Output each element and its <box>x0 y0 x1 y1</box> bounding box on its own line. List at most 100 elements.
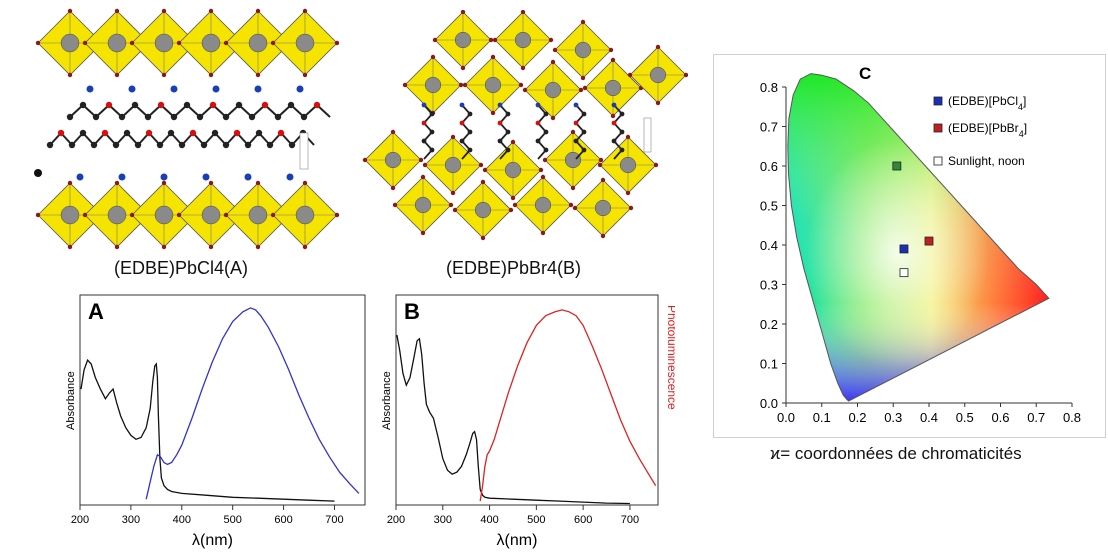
halide-atom <box>610 113 616 119</box>
legend-marker <box>933 156 943 166</box>
caption-structure-b-text: (EDBE)PbBr4(B) <box>446 258 582 278</box>
x-tick-label: 0.8 <box>1063 410 1081 425</box>
chain-atom <box>581 147 587 153</box>
halide-atom <box>490 54 496 60</box>
halide-atom <box>270 212 276 218</box>
halide-atom <box>683 72 689 78</box>
oxygen-atom <box>287 101 295 109</box>
legend-marker <box>933 123 943 133</box>
halide-atom <box>67 72 73 78</box>
lead-atom <box>424 76 442 94</box>
carbon-atom <box>266 141 274 149</box>
halide-atom <box>653 162 659 168</box>
x-tick-label: 300 <box>122 514 140 526</box>
halide-atom <box>334 212 340 218</box>
lead-atom <box>484 76 502 94</box>
halide-atom <box>161 180 167 186</box>
spectral-locus <box>787 73 1050 402</box>
halide-atom <box>35 212 41 218</box>
nitrogen-atom <box>160 173 168 181</box>
halide-atom <box>460 9 466 15</box>
carbon-atom <box>92 113 100 121</box>
halide-atom <box>161 8 167 14</box>
octahedron-top <box>552 19 614 81</box>
halide-atom <box>540 230 546 236</box>
oxygen-atom <box>277 129 285 137</box>
halide-atom <box>362 157 368 163</box>
x-tick-label: 0.1 <box>813 410 831 425</box>
oxygen-atom <box>261 101 269 109</box>
halide-atom <box>550 59 556 65</box>
halide-atom <box>655 100 661 106</box>
octahedron-bottom <box>82 180 152 250</box>
legend-label: (EDBE)[PbBr4] <box>948 121 1027 139</box>
halide-atom <box>600 177 606 183</box>
halide-atom <box>520 9 526 15</box>
halide-atom <box>542 157 548 163</box>
pl-line <box>145 307 360 500</box>
panel-label: A <box>88 299 104 324</box>
halide-atom <box>572 205 578 211</box>
halide-atom <box>255 180 261 186</box>
x-axis-label: λ(nm) <box>497 532 538 549</box>
halide-atom <box>580 75 586 81</box>
x-tick-label: 200 <box>71 514 89 526</box>
halide-atom <box>35 40 41 46</box>
chain-atom <box>497 102 503 108</box>
halide-atom <box>458 82 464 88</box>
halide-atom <box>255 244 261 250</box>
lead-atom <box>295 33 315 53</box>
halide-atom <box>255 8 261 14</box>
halide-atom <box>67 8 73 14</box>
halide-atom <box>129 212 135 218</box>
x-tick-label: 0.7 <box>1027 410 1045 425</box>
pl-line <box>479 309 657 502</box>
data-point <box>899 268 909 278</box>
x-tick-label: 400 <box>480 514 498 526</box>
x-axis-label: λ(nm) <box>192 532 233 549</box>
oxygen-atom <box>79 129 87 137</box>
oxygen-atom <box>255 129 263 137</box>
halide-atom <box>334 40 340 46</box>
lead-atom <box>504 161 522 179</box>
oxygen-atom <box>157 101 165 109</box>
halide-atom <box>67 180 73 186</box>
x-tick-label: 600 <box>274 514 292 526</box>
chain-atom <box>459 120 465 126</box>
chain-atom <box>573 120 579 126</box>
structure-b-drawing <box>362 9 689 241</box>
nitrogen-atom <box>118 173 126 181</box>
halide-atom <box>450 190 456 196</box>
chain-atom <box>535 120 541 126</box>
halide-atom <box>420 174 426 180</box>
halide-atom <box>302 180 308 186</box>
y-tick-label: 0.7 <box>760 120 778 135</box>
y-tick-label: 0.6 <box>760 159 778 174</box>
lead-atom <box>295 205 315 225</box>
chain-atom <box>573 138 579 144</box>
halide-atom <box>510 195 516 201</box>
x-tick-label: 0.6 <box>991 410 1009 425</box>
halide-atom <box>492 37 498 43</box>
octahedron-top <box>82 8 152 78</box>
chain-atom <box>505 147 511 153</box>
oxygen-atom <box>131 101 139 109</box>
halide-atom <box>114 180 120 186</box>
x-tick-label: 0.4 <box>920 410 938 425</box>
oxygen-atom <box>183 101 191 109</box>
chain-atom <box>497 138 503 144</box>
octahedron-bottom <box>452 179 514 241</box>
carbon-atom <box>200 141 208 149</box>
lead-atom <box>444 156 462 174</box>
oxygen-atom <box>189 129 197 137</box>
halide-atom <box>452 207 458 213</box>
halide-atom <box>114 72 120 78</box>
lead-atom <box>154 33 174 53</box>
oxygen-atom <box>105 101 113 109</box>
halide-atom <box>568 202 574 208</box>
halide-atom <box>430 54 436 60</box>
octahedron-top <box>627 44 689 106</box>
lead-atom <box>60 33 80 53</box>
x-tick-label: 200 <box>387 514 405 526</box>
lead-atom <box>107 205 127 225</box>
